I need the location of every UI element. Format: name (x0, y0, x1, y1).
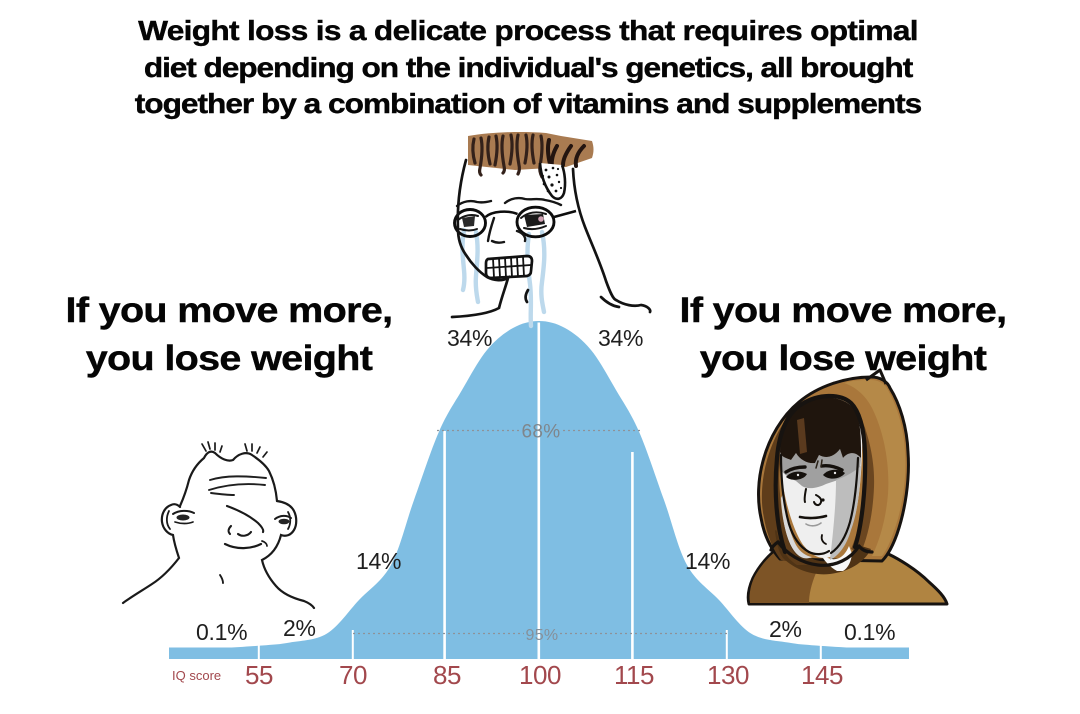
svg-text:95%: 95% (526, 627, 559, 644)
svg-text:68%: 68% (522, 422, 561, 443)
